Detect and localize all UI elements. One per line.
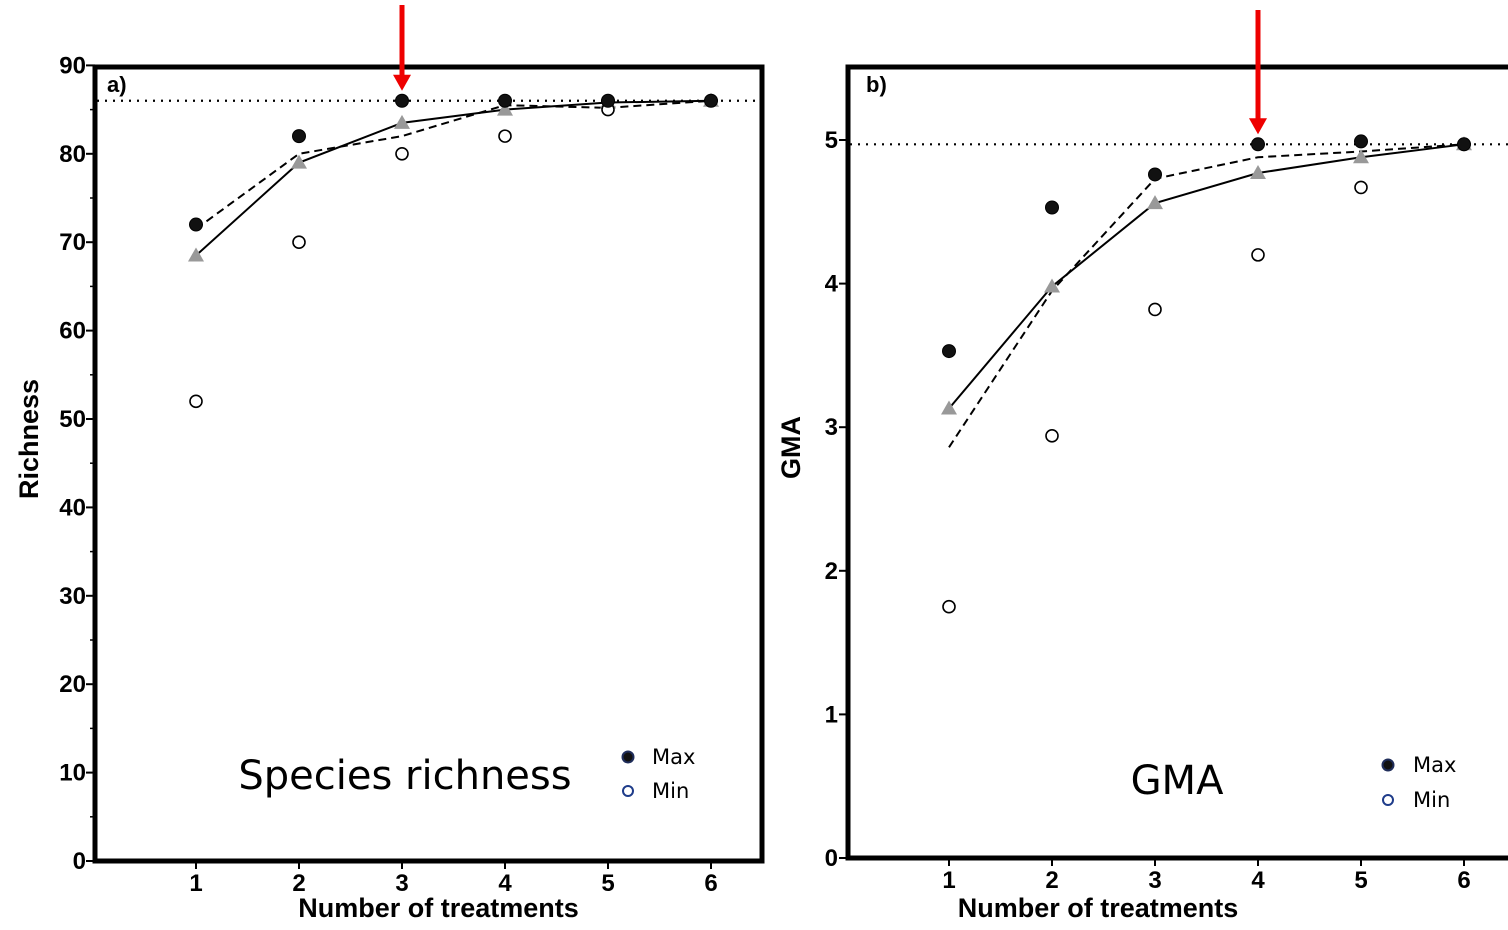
fitted-dashed-line: [948, 143, 1465, 448]
x-tick-label: 5: [1354, 867, 1367, 894]
y-tick-label: 80: [59, 141, 86, 168]
y-tick-label: 0: [73, 848, 86, 875]
plot-frame: [92, 64, 765, 864]
legend-min-label: Min: [1413, 788, 1450, 812]
y-tick-label: 10: [59, 760, 86, 787]
max-point: [1354, 134, 1368, 149]
min-point: [498, 129, 512, 143]
panel-a: 0 10 20 30 40 50 60 70 80 90 1 2 3 4 5 6 Number of treat…: [14, 5, 765, 923]
y-tick-label: 3: [825, 414, 838, 441]
y-tick-label: 2: [825, 558, 838, 585]
max-point: [189, 217, 203, 232]
min-point: [1354, 180, 1368, 195]
y-tick-label: 50: [59, 406, 86, 433]
min-point: [1251, 248, 1265, 262]
y-tick-label: 30: [59, 583, 86, 610]
x-axis-title: Number of treatments: [958, 893, 1239, 923]
min-point: [942, 599, 956, 614]
mean-triangle-point: [1044, 278, 1060, 293]
legend-min-marker: [622, 785, 634, 797]
max-point: [601, 93, 615, 108]
red-arrow-head: [393, 74, 411, 91]
y-tick-label: 60: [59, 318, 86, 345]
mean-triangle-point: [1250, 165, 1266, 180]
max-point: [395, 93, 409, 108]
min-point: [1148, 302, 1162, 317]
legend-min-label: Min: [652, 779, 689, 803]
y-tick-label: 70: [59, 229, 86, 256]
y-tick-label: 5: [825, 127, 838, 154]
panel-label: b): [866, 72, 887, 97]
mean-triangle-point: [1353, 149, 1369, 164]
max-point: [1251, 137, 1265, 152]
max-point: [498, 93, 512, 108]
max-point: [1148, 167, 1162, 182]
x-tick-label: 3: [395, 870, 408, 897]
min-point: [292, 235, 306, 249]
x-tick-label: 6: [704, 870, 717, 897]
y-axis-title: Richness: [14, 379, 44, 499]
legend-max-marker: [621, 750, 635, 764]
max-point: [942, 344, 956, 359]
min-point: [189, 394, 203, 409]
y-tick-label: 4: [825, 271, 839, 298]
inset-label: GMA: [1131, 758, 1225, 804]
legend-max-label: Max: [1413, 753, 1456, 777]
x-tick-label: 4: [498, 870, 512, 897]
mean-triangle-point: [188, 247, 204, 262]
legend-max-marker: [1381, 758, 1395, 772]
y-tick-label: 20: [59, 671, 86, 698]
y-tick-label: 40: [59, 494, 86, 521]
max-point: [704, 93, 718, 108]
max-point: [1045, 200, 1059, 215]
x-tick-label: 6: [1457, 867, 1470, 894]
mean-line: [195, 99, 712, 257]
panel-label: a): [107, 72, 127, 97]
x-tick-label: 4: [1251, 867, 1265, 894]
min-point: [395, 147, 409, 161]
x-axis-title: Number of treatments: [298, 893, 579, 923]
panel-b: 0 1 2 3 4 5 1 2 3 4 5 6 Number of treatments GMA b) GMA…: [776, 10, 1508, 923]
mean-triangle-point: [291, 154, 307, 169]
x-tick-label: 1: [189, 870, 202, 897]
red-arrow-head: [1249, 118, 1267, 135]
legend-min-marker: [1382, 794, 1394, 806]
x-tick-label: 5: [601, 870, 614, 897]
y-axis-title: GMA: [776, 416, 806, 479]
max-point: [1457, 137, 1471, 152]
mean-triangle-point: [941, 400, 957, 415]
mean-triangle-point: [1147, 195, 1163, 210]
plot-frame: [845, 64, 1508, 861]
fitted-dashed-line: [195, 99, 712, 230]
max-point: [292, 129, 306, 144]
mean-triangle-point: [394, 114, 410, 129]
x-tick-label: 2: [292, 870, 305, 897]
y-tick-label: 90: [59, 52, 86, 79]
x-tick-label: 2: [1045, 867, 1058, 894]
y-tick-label: 1: [825, 701, 838, 728]
x-tick-label: 1: [942, 867, 955, 894]
legend-max-label: Max: [652, 745, 695, 769]
x-tick-label: 3: [1148, 867, 1161, 894]
mean-triangle-point: [497, 101, 513, 116]
mean-line: [948, 143, 1465, 410]
min-point: [1045, 429, 1059, 443]
y-tick-label: 0: [825, 845, 838, 872]
inset-label: Species richness: [238, 753, 571, 799]
